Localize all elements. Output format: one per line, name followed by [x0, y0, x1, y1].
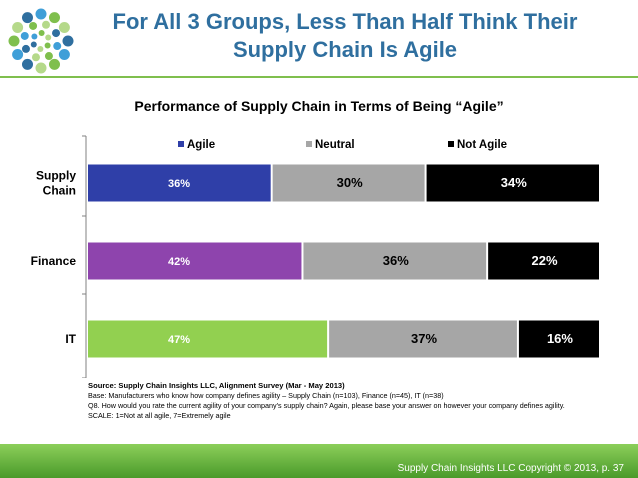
slide-title: For All 3 Groups, Less Than Half Think T…: [80, 8, 610, 64]
logo-dot: [38, 30, 45, 37]
bar-segment: [88, 164, 271, 202]
logo-dot: [58, 22, 70, 33]
logo-dot: [22, 12, 33, 24]
legend-swatch: [306, 141, 312, 147]
logo-dot: [49, 12, 60, 24]
chart-title: Performance of Supply Chain in Terms of …: [134, 98, 503, 114]
bar-segment: [329, 320, 517, 358]
question-note: Q8. How would you rate the current agili…: [88, 401, 565, 410]
legend-swatch: [448, 141, 454, 147]
copyright-text: Supply Chain Insights LLC Copyright © 20…: [397, 463, 624, 474]
logo-dot: [49, 58, 60, 70]
data-label: 22%: [532, 253, 558, 268]
logo-dot: [53, 42, 62, 51]
bar-segment: [88, 320, 328, 358]
slide-title-line-2: Supply Chain Is Agile: [232, 37, 458, 62]
bar-segment: [272, 164, 425, 202]
logo-dot: [20, 31, 29, 40]
stacked-bar-chart: Performance of Supply Chain in Terms of …: [31, 98, 599, 378]
legend-label: Agile: [187, 139, 215, 151]
logo-dot: [44, 42, 51, 49]
bar-segment: [518, 320, 599, 358]
bar-segment: [488, 242, 599, 280]
scale-note: SCALE: 1=Not at all agile, 7=Extremely a…: [88, 411, 231, 420]
logo-dot: [30, 41, 37, 48]
data-label: 34%: [501, 175, 527, 190]
bar-segment: [303, 242, 487, 280]
legend-swatch: [178, 141, 184, 147]
legend-label: Neutral: [315, 139, 355, 151]
logo-dot: [62, 35, 74, 47]
logo-dot: [44, 52, 53, 61]
logo-dot: [21, 44, 30, 53]
category-label: IT: [65, 332, 76, 346]
data-label: 37%: [411, 331, 437, 346]
logo-dot: [8, 35, 20, 47]
data-label: 42%: [168, 256, 190, 268]
data-label: 16%: [547, 331, 573, 346]
category-label: Finance: [31, 254, 77, 268]
logo-dot: [31, 33, 38, 40]
logo-dot: [22, 58, 33, 70]
chart-notes: Source: Supply Chain Insights LLC, Align…: [88, 381, 633, 421]
source-note: Source: Supply Chain Insights LLC, Align…: [88, 381, 345, 390]
bar-segment: [88, 242, 302, 280]
company-logo-icon: [8, 8, 74, 74]
logo-dot: [12, 22, 24, 33]
data-label: 47%: [168, 334, 190, 346]
base-note: Base: Manufacturers who know how company…: [88, 391, 444, 400]
logo-dot: [35, 62, 47, 74]
logo-dot: [31, 53, 40, 62]
logo-dot: [45, 34, 52, 41]
slide-title-line-1: For All 3 Groups, Less Than Half Think T…: [112, 9, 578, 34]
bar-segment: [426, 164, 599, 202]
legend-label: Not Agile: [457, 139, 507, 151]
logo-dot: [58, 49, 70, 60]
category-label: Chain: [43, 184, 76, 198]
logo-dot: [12, 49, 24, 60]
data-label: 36%: [383, 253, 409, 268]
footer-bar: [0, 444, 638, 478]
data-label: 30%: [337, 175, 363, 190]
category-label: Supply: [36, 169, 76, 183]
logo-dot: [35, 8, 47, 20]
data-label: 36%: [168, 178, 190, 190]
logo-dot: [29, 21, 38, 30]
title-divider: [0, 76, 638, 78]
logo-dot: [42, 20, 51, 29]
logo-dot: [37, 45, 44, 52]
logo-dot: [52, 29, 61, 38]
